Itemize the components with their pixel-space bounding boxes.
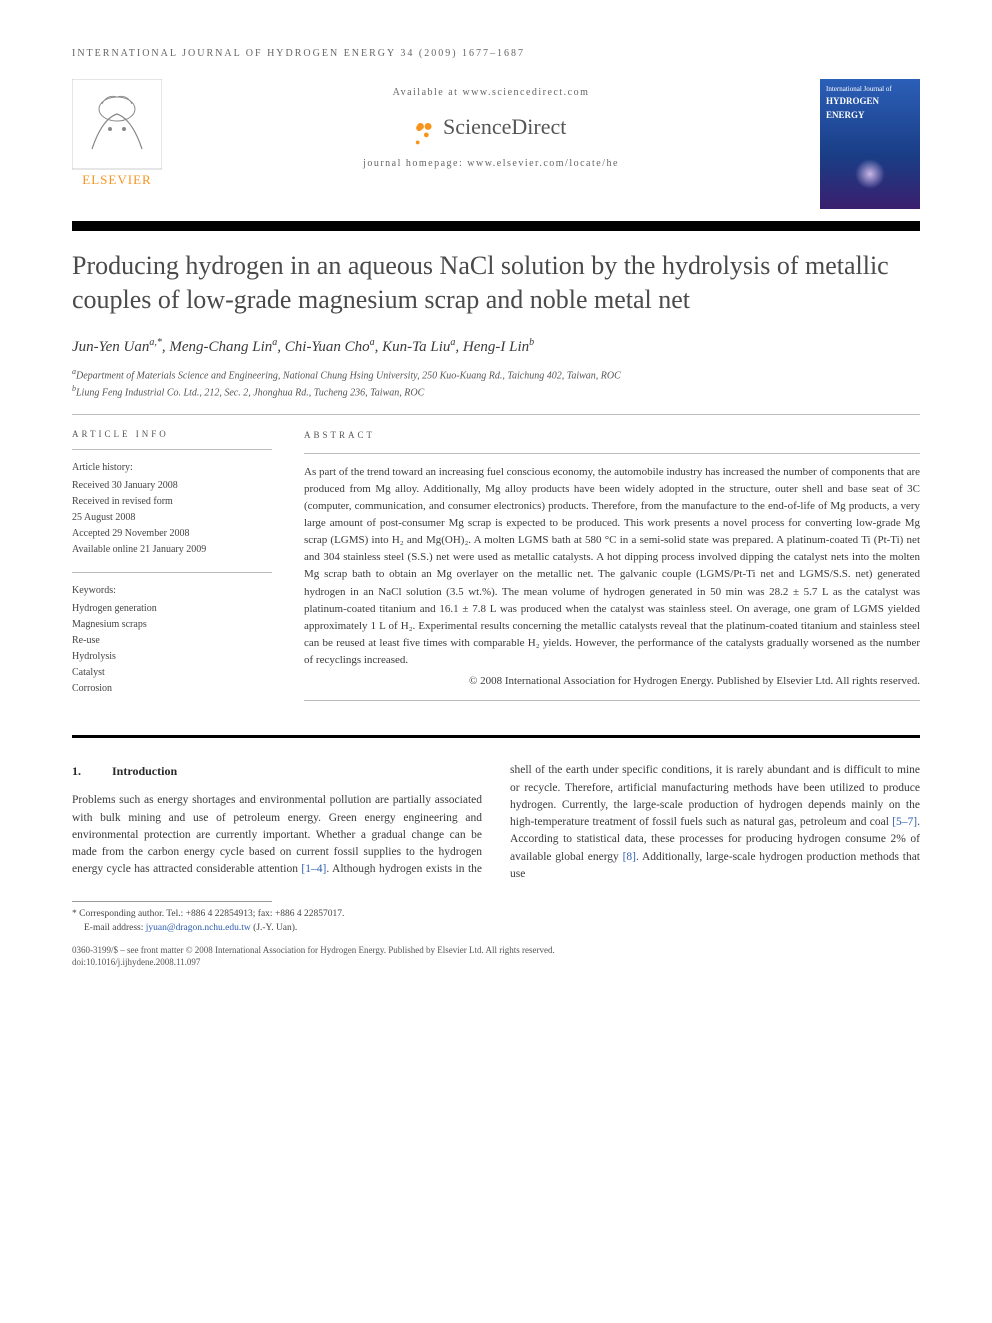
body-columns: 1.Introduction Problems such as energy s…	[72, 762, 920, 883]
keywords: Keywords: Hydrogen generation Magnesium …	[72, 583, 272, 697]
thick-divider	[72, 735, 920, 738]
corr-text: Tel.: +886 4 22854913; fax: +886 4 22857…	[164, 909, 344, 919]
keyword: Re-use	[72, 633, 272, 649]
cover-line1: International Journal of	[826, 85, 914, 93]
history-item: 25 August 2008	[72, 510, 272, 526]
affiliations: aDepartment of Materials Science and Eng…	[72, 366, 920, 401]
black-bar	[72, 221, 920, 231]
authors: Jun-Yen Uana,*, Meng-Chang Lina, Chi-Yua…	[72, 337, 920, 356]
history-item: Available online 21 January 2009	[72, 542, 272, 558]
article-info: ARTICLE INFO Article history: Received 3…	[72, 429, 272, 711]
section-title: Introduction	[112, 764, 177, 778]
affiliation: aDepartment of Materials Science and Eng…	[72, 366, 920, 383]
affiliation: bLiung Feng Industrial Co. Ltd., 212, Se…	[72, 383, 920, 400]
author: Chi-Yuan Choa	[285, 339, 375, 355]
journal-header: INTERNATIONAL JOURNAL OF HYDROGEN ENERGY…	[72, 48, 920, 59]
history-item: Received 30 January 2008	[72, 478, 272, 494]
corr-label: * Corresponding author.	[72, 909, 164, 919]
sd-dot-icon: ●	[423, 129, 430, 141]
intro-paragraph: Problems such as energy shortages and en…	[72, 762, 920, 883]
bottom-copyright: 0360-3199/$ – see front matter © 2008 In…	[72, 944, 920, 969]
cover-glow-icon	[855, 159, 885, 189]
corresponding-author: * Corresponding author. Tel.: +886 4 228…	[72, 908, 920, 936]
keyword: Hydrogen generation	[72, 601, 272, 617]
cover-line2: HYDROGEN	[826, 97, 914, 107]
abstract: ABSTRACT As part of the trend toward an …	[304, 429, 920, 711]
available-at: Available at www.sciencedirect.com	[182, 87, 800, 98]
history-item: Accepted 29 November 2008	[72, 526, 272, 542]
info-abstract-row: ARTICLE INFO Article history: Received 3…	[72, 429, 920, 711]
keyword: Magnesium scraps	[72, 617, 272, 633]
header-block: ELSEVIER Available at www.sciencedirect.…	[72, 79, 920, 209]
issn-line: 0360-3199/$ – see front matter © 2008 In…	[72, 944, 920, 957]
article-title: Producing hydrogen in an aqueous NaCl so…	[72, 249, 920, 317]
section-heading: 1.Introduction	[72, 762, 482, 780]
footnote-divider	[72, 901, 272, 902]
divider	[72, 414, 920, 415]
email-link[interactable]: jyuan@dragon.nchu.edu.tw	[146, 923, 251, 933]
author: Kun-Ta Liua	[382, 339, 455, 355]
ref-link[interactable]: [8]	[623, 851, 636, 863]
sciencedirect-logo: ●● ● ● ● ScienceDirect	[416, 114, 567, 140]
keyword: Catalyst	[72, 665, 272, 681]
abstract-label: ABSTRACT	[304, 429, 920, 443]
author: Meng-Chang Lina	[169, 339, 277, 355]
abstract-text: As part of the trend toward an increasin…	[304, 464, 920, 669]
keyword: Hydrolysis	[72, 649, 272, 665]
journal-cover: International Journal of HYDROGEN ENERGY	[820, 79, 920, 209]
history-item: Received in revised form	[72, 494, 272, 510]
sd-dot-icon: ●	[415, 137, 420, 147]
keywords-head: Keywords:	[72, 583, 272, 599]
keyword: Corrosion	[72, 681, 272, 697]
sd-brand-text: ScienceDirect	[443, 114, 566, 140]
abstract-copyright: © 2008 International Association for Hyd…	[304, 673, 920, 690]
info-label: ARTICLE INFO	[72, 429, 272, 439]
header-center: Available at www.sciencedirect.com ●● ● …	[182, 79, 800, 169]
ref-link[interactable]: [5–7]	[892, 816, 917, 828]
history-head: Article history:	[72, 460, 272, 476]
elsevier-text: ELSEVIER	[82, 172, 151, 187]
email-label: E-mail address:	[84, 923, 146, 933]
homepage-line: journal homepage: www.elsevier.com/locat…	[182, 158, 800, 169]
doi-line: doi:10.1016/j.ijhydene.2008.11.097	[72, 956, 920, 969]
email-tail: (J.-Y. Uan).	[251, 923, 298, 933]
article-history: Article history: Received 30 January 200…	[72, 460, 272, 558]
ref-link[interactable]: [1–4]	[301, 863, 326, 875]
cover-line3: ENERGY	[826, 111, 914, 121]
author: Jun-Yen Uana,*	[72, 339, 162, 355]
author: Heng-I Linb	[463, 339, 534, 355]
elsevier-logo: ELSEVIER	[72, 79, 162, 189]
section-number: 1.	[72, 762, 112, 780]
